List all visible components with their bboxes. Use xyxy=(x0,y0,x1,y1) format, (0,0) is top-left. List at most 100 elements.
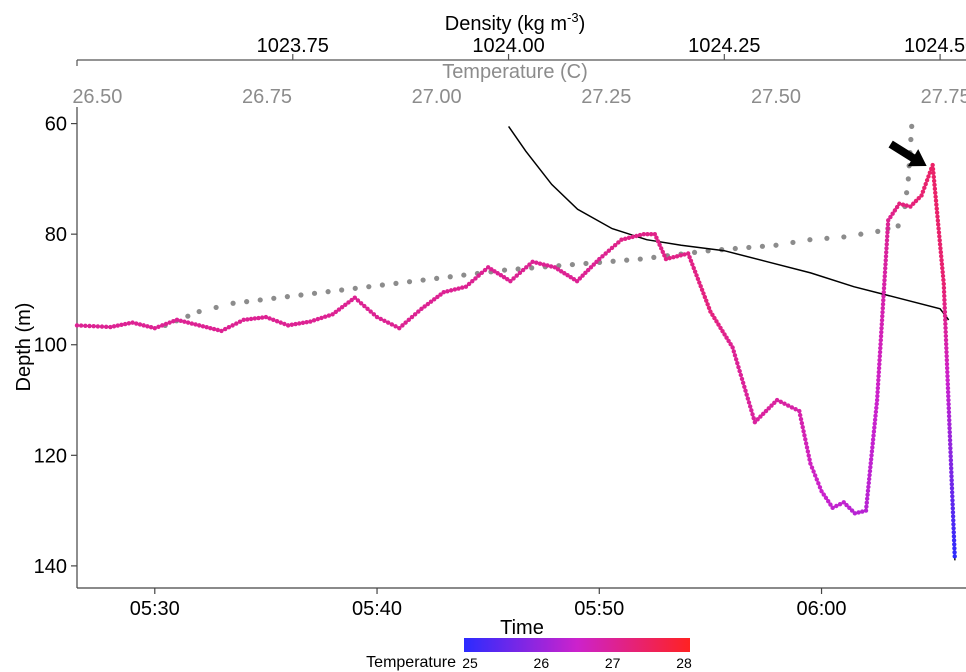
depth-track-point xyxy=(884,250,889,255)
depth-track-point xyxy=(612,243,618,248)
depth-track-point xyxy=(645,231,650,237)
depth-track-point xyxy=(346,300,351,305)
temperature-profile-point xyxy=(651,254,657,260)
depth-track-point xyxy=(948,462,954,467)
depth-track-point xyxy=(943,329,948,335)
depth-track-point xyxy=(940,269,945,275)
depth-track-point xyxy=(924,178,930,183)
depth-track-point xyxy=(466,281,472,287)
temperature-profile-point xyxy=(196,308,202,315)
depth-track-point xyxy=(511,276,516,281)
depth-track-point xyxy=(362,303,367,309)
depth-track-point xyxy=(736,364,741,370)
depth-track-point xyxy=(864,496,870,501)
depth-track-point xyxy=(871,429,877,434)
depth-track-point xyxy=(937,234,942,239)
depth-track-point xyxy=(705,302,710,307)
temperature-profile-point xyxy=(908,136,914,143)
density-axis-title: Density (kg m-3) xyxy=(445,10,585,35)
depth-track-point xyxy=(256,315,261,321)
depth-track-point xyxy=(159,323,165,328)
temperature-profile-point xyxy=(434,275,440,281)
temperature-profile-point xyxy=(841,234,847,240)
depth-track-point xyxy=(786,403,791,408)
depth-track-point xyxy=(881,290,886,295)
x-tick-label: 05:50 xyxy=(574,598,624,620)
depth-track-point xyxy=(687,254,692,260)
depth-track-point xyxy=(811,469,816,474)
temperature-profile-point xyxy=(230,300,236,306)
depth-track-point xyxy=(860,509,865,514)
depth-track-point xyxy=(826,498,831,504)
temperature-profile-point xyxy=(732,245,738,252)
depth-track-point xyxy=(492,269,497,274)
depth-track-point xyxy=(552,265,558,270)
depth-track-point xyxy=(322,314,328,319)
depth-track-point xyxy=(947,425,952,431)
depth-track-point xyxy=(863,508,869,513)
depth-track-point xyxy=(766,406,771,411)
depth-track-point xyxy=(674,254,680,259)
depth-track-point xyxy=(234,321,239,326)
depth-track-point xyxy=(583,270,588,276)
depth-track-point xyxy=(926,174,931,179)
depth-track-point xyxy=(115,323,120,328)
depth-track-point xyxy=(877,361,882,367)
depth-track-point xyxy=(435,294,440,300)
depth-track-point xyxy=(752,419,758,425)
depth-track-point xyxy=(219,328,224,334)
depth-track-points xyxy=(74,162,957,559)
depth-track-point xyxy=(876,369,882,375)
depth-track-point xyxy=(951,538,957,543)
depth-track-point xyxy=(619,237,624,242)
depth-track-point xyxy=(701,291,706,296)
depth-track-point xyxy=(949,470,954,475)
depth-track-point xyxy=(520,267,526,273)
depth-track-point xyxy=(704,298,709,303)
depth-track-point xyxy=(652,231,658,237)
depth-track-point xyxy=(804,445,810,450)
depth-track-point xyxy=(252,316,257,321)
depth-track-point xyxy=(722,332,727,337)
colorbar-title: Temperature xyxy=(366,654,456,671)
depth-track-point xyxy=(623,236,628,241)
depth-track-point xyxy=(872,417,878,422)
depth-track-point xyxy=(927,170,933,175)
depth-track-point xyxy=(698,283,703,289)
depth-track-point xyxy=(304,319,309,325)
depth-track-point xyxy=(174,317,180,323)
temperature-profile-point xyxy=(501,267,508,273)
depth-track-point xyxy=(949,478,954,483)
depth-track-point xyxy=(285,323,291,328)
depth-track-point xyxy=(758,414,763,419)
depth-track-point xyxy=(600,254,605,259)
depth-track-point xyxy=(339,305,345,310)
density-profile-line xyxy=(507,125,950,321)
depth-track-point xyxy=(385,320,391,325)
depth-track-point xyxy=(171,319,176,324)
depth-track-point xyxy=(606,248,612,253)
depth-track-point xyxy=(949,482,955,487)
depth-track-point xyxy=(103,324,109,330)
depth-track-point xyxy=(319,315,324,321)
temperature-profile-point xyxy=(461,272,467,278)
depth-track-point xyxy=(945,385,951,391)
temperature-profile-point xyxy=(691,249,698,256)
arrow-annotation xyxy=(888,140,927,167)
depth-track-point xyxy=(74,323,80,328)
depth-track-point xyxy=(588,265,594,270)
depth-track-point xyxy=(667,255,672,261)
depth-track-point xyxy=(782,401,787,406)
depth-track-point xyxy=(890,211,895,216)
depth-track-point xyxy=(585,267,591,273)
depth-track-point xyxy=(616,240,621,245)
depth-track-point xyxy=(797,412,803,418)
depth-track-point xyxy=(541,262,546,267)
depth-track-point xyxy=(489,267,494,272)
temperature-profile-point xyxy=(529,265,535,271)
depth-track-point xyxy=(802,433,807,438)
depth-track-point xyxy=(945,369,950,375)
density-tick-label: 1024.25 xyxy=(688,35,760,57)
depth-track-point xyxy=(904,203,909,208)
temperature-profile-point xyxy=(393,280,399,286)
